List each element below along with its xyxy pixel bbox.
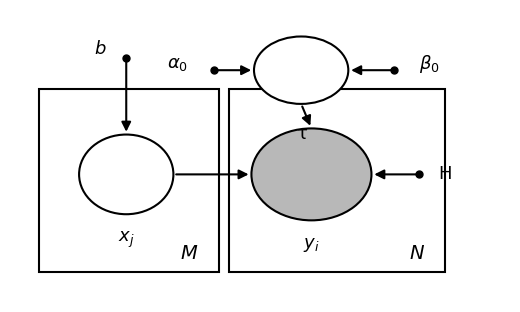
Text: $\beta_0$: $\beta_0$ — [420, 53, 440, 75]
Bar — [229, 89, 445, 272]
Text: $x_j$: $x_j$ — [118, 230, 135, 250]
Ellipse shape — [254, 37, 348, 104]
Bar — [39, 89, 219, 272]
Text: τ: τ — [296, 125, 307, 143]
Text: $M$: $M$ — [180, 244, 198, 263]
Text: $\alpha_0$: $\alpha_0$ — [167, 55, 188, 73]
Ellipse shape — [252, 129, 371, 220]
Ellipse shape — [79, 134, 173, 214]
Text: H: H — [438, 165, 452, 183]
Text: $y_i$: $y_i$ — [303, 236, 320, 254]
Text: $b$: $b$ — [94, 40, 107, 58]
Text: $N$: $N$ — [409, 244, 425, 263]
